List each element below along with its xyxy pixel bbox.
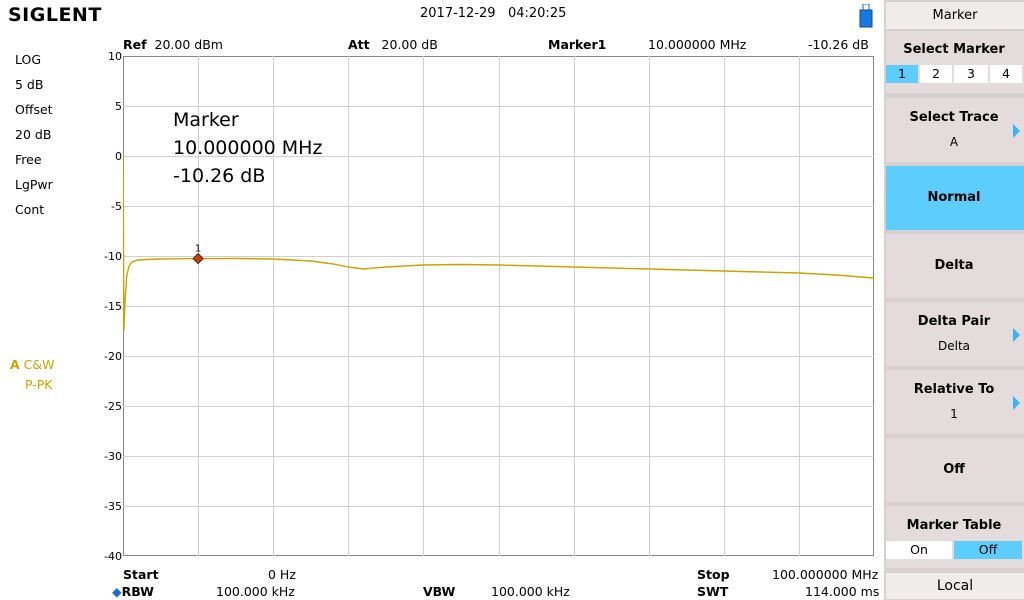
vbw-value[interactable]: 100.000 kHz [491,584,570,599]
marker-header-label: Marker1 [548,37,607,52]
trace-detector: P-PK [25,377,53,392]
y-tick-label: -15 [104,300,122,313]
marker-option-1[interactable]: 1 [886,65,918,83]
marker-readout-title: Marker [173,109,239,131]
marker-table-label: Marker Table [906,518,1002,533]
y-tick-label: -20 [104,350,122,363]
arrow-right-icon [1013,328,1020,342]
marker-readout: Marker 10.000000 MHz -10.26 dB [173,106,322,190]
spectrum-plot[interactable]: 1 [123,56,874,556]
sweep-mode: Cont [15,202,45,217]
y-tick-label: 0 [115,150,122,163]
marker-option-4[interactable]: 4 [990,65,1022,83]
y-tick-label: -5 [111,200,122,213]
marker-table-off[interactable]: Off [954,541,1022,559]
stop-label: Stop [697,567,730,582]
attenuation[interactable]: Att 20.00 dB [348,37,438,52]
relative-to-key[interactable]: Relative To 1 [886,370,1024,434]
trace-letter: A [10,357,20,372]
datetime: 2017-12-29 04:20:25 [420,6,566,21]
delta-pair-label: Delta Pair [917,314,991,329]
trace-mode: C&W [23,357,55,372]
marker-header-freq: 10.000000 MHz [648,37,747,52]
y-tick-label: 10 [108,50,122,63]
swt-value[interactable]: 114.000 ms [805,584,880,599]
select-trace-label: Select Trace [909,110,999,125]
trace-info: A C&W [10,357,55,372]
select-marker-label: Select Marker [903,42,1005,57]
att-label: Att [348,37,370,52]
marker-readout-level: -10.26 dB [173,165,266,187]
marker-number-label: 1 [195,244,201,255]
ref-value: 20.00 dBm [154,37,223,52]
delta-pair-value: Delta [937,339,970,353]
scale-div: 5 dB [15,77,44,92]
trigger-mode: Free [15,152,42,167]
start-value[interactable]: 0 Hz [268,567,296,582]
relative-to-value: 1 [950,407,958,421]
date-text: 2017-12-29 [420,6,496,21]
ref-label: Ref [123,37,147,52]
detector-type: LgPwr [15,177,53,192]
rbw-label: ◆RBW [112,584,154,599]
marker-option-3[interactable]: 3 [954,65,988,83]
marker-option-2[interactable]: 2 [920,65,952,83]
local-button[interactable]: Local [886,573,1024,599]
ref-level[interactable]: Ref 20.00 dBm [123,37,223,52]
y-tick-label: -40 [104,550,122,563]
y-tick-label: -30 [104,450,122,463]
offset-label: Offset [15,102,53,117]
swt-label: SWT [697,584,729,599]
arrow-right-icon [1013,396,1020,410]
rbw-value[interactable]: 100.000 kHz [216,584,295,599]
marker-readout-freq: 10.000000 MHz [173,137,323,159]
scale-type: LOG [15,52,42,67]
y-tick-label: -10 [104,250,122,263]
off-key[interactable]: Off [886,438,1024,502]
delta-label: Delta [934,258,974,273]
delta-key[interactable]: Delta [886,234,1024,298]
vbw-label: VBW [423,584,456,599]
y-tick-label: 5 [115,100,122,113]
select-trace-value: A [949,135,959,149]
trace-line [123,155,874,332]
start-label: Start [123,567,159,582]
delta-pair-key[interactable]: Delta Pair Delta [886,302,1024,366]
brand-logo: SIGLENT [8,4,102,26]
offset-value: 20 dB [15,127,52,142]
rbw-diamond-icon: ◆ [112,584,122,599]
att-value: 20.00 dB [381,37,438,52]
marker-table-on[interactable]: On [886,541,952,559]
normal-key[interactable]: Normal [886,166,1024,230]
y-tick-label: -35 [104,500,122,513]
marker-header-level: -10.26 dB [808,37,869,52]
usb-icon [859,4,873,28]
off-label: Off [943,462,965,477]
y-tick-label: -25 [104,400,122,413]
menu-title: Marker [886,2,1024,29]
marker-diamond [192,252,204,265]
select-marker-key: Select Marker [886,31,1024,93]
relative-to-label: Relative To [913,382,995,397]
stop-value[interactable]: 100.000000 MHz [772,567,879,582]
arrow-right-icon [1013,124,1020,138]
select-trace-key[interactable]: Select Trace A [886,98,1024,162]
normal-label: Normal [927,190,981,205]
time-text: 04:20:25 [507,6,567,21]
